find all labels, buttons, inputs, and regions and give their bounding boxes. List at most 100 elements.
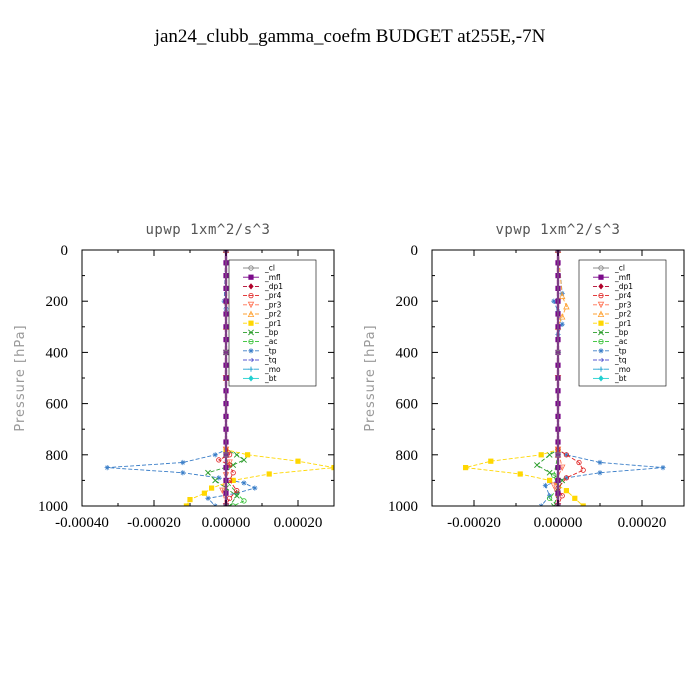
data-point-tp [563, 475, 569, 481]
y-tick-label: 800 [396, 448, 419, 464]
legend-label: _cl [264, 264, 275, 273]
data-point-bp [241, 457, 247, 463]
data-point-pr4 [226, 495, 233, 501]
data-point-pr3 [550, 482, 558, 490]
data-point-pr1 [209, 485, 215, 491]
data-point-pr1 [183, 503, 189, 506]
data-point-tp [559, 321, 565, 327]
legend-marker [247, 310, 255, 318]
legend-label: _pr3 [614, 300, 632, 309]
data-point-pr1 [187, 497, 193, 503]
legend-label: _pr4 [264, 291, 282, 300]
data-point-pr3 [226, 459, 233, 466]
panel-upwp: upwp 1xm^2/s^3 Pressure [hPa] 0 200 400 600 80… [13, 222, 335, 531]
legend: _cl_mfl_dp1_pr4_pr3_pr2_pr1_bp_ac_tp_tq_… [578, 259, 667, 387]
series-group [463, 250, 666, 506]
panel-vpwp: vpwp 1xm^2/s^3 Pressure [hPa] 0 200 400 600 80… [363, 222, 685, 531]
y-tick-label: 0 [411, 243, 419, 259]
legend-marker [248, 366, 254, 372]
y-tick-label: 600 [46, 397, 69, 413]
y-tick-label: 1000 [388, 499, 418, 515]
legend-label: _pr4 [614, 291, 632, 300]
legend-label: _pr1 [614, 319, 632, 328]
legend-label: _tp [264, 346, 277, 355]
data-point-tp [551, 298, 557, 304]
data-point-tp [104, 465, 110, 471]
legend-marker [247, 301, 255, 309]
data-point-bp [212, 477, 219, 484]
series-line-pr3 [553, 250, 563, 506]
legend-marker [248, 348, 254, 354]
data-point-tp [542, 482, 548, 489]
data-point-pr2 [558, 313, 566, 320]
data-point-pr1 [230, 477, 236, 483]
data-point-tp [216, 475, 222, 481]
data-point-pr2 [563, 302, 570, 310]
legend-marker [598, 283, 604, 290]
data-point-pr1 [572, 495, 578, 501]
data-point-tp [205, 495, 211, 501]
x-tick-label: -0.00020 [127, 515, 181, 531]
legend-label: _bp [614, 328, 629, 337]
data-point-pr4 [216, 457, 222, 463]
data-point-pr4 [580, 467, 586, 473]
data-point-ac [546, 495, 553, 501]
y-tick-label: 0 [61, 243, 69, 259]
data-point-pr4 [230, 470, 236, 476]
legend: _cl_mfl_dp1_pr4_pr3_pr2_pr1_bp_ac_tp_tq_… [228, 259, 317, 387]
y-tick-label: 200 [46, 294, 69, 310]
legend-label: _dp1 [614, 282, 633, 291]
y-axis-label: Pressure [hPa] [13, 324, 28, 431]
legend-label: _mo [614, 365, 631, 374]
data-point-tp [563, 452, 569, 458]
data-point-cl [555, 349, 561, 356]
data-point-pr2 [558, 292, 566, 300]
legend-label: _tp [614, 346, 627, 355]
legend-marker [598, 329, 604, 336]
data-point-pr1 [488, 458, 494, 464]
x-tick-label: 0.00000 [202, 515, 251, 531]
legend-label: _dp1 [264, 282, 283, 291]
x-tick-label: 0.00020 [274, 515, 323, 531]
legend-marker [598, 274, 604, 280]
data-point-pr1 [201, 490, 207, 496]
data-point-pr1 [463, 465, 469, 471]
legend-marker [248, 292, 254, 299]
legend-marker [248, 283, 254, 290]
data-point-cl [555, 452, 561, 458]
data-point-pr1 [245, 452, 251, 458]
legend-label: _bt [264, 374, 277, 383]
data-point-pr4 [563, 452, 570, 458]
y-axis-label: Pressure [hPa] [363, 324, 378, 431]
legend-marker [248, 274, 254, 280]
legend-marker [248, 320, 254, 326]
data-point-ac [230, 503, 236, 506]
data-point-tp [180, 470, 186, 476]
data-point-pr3 [558, 464, 566, 472]
data-point-pr4 [563, 475, 570, 481]
legend-marker [597, 301, 605, 309]
legend-label: _ac [614, 337, 627, 346]
legend-marker [598, 320, 604, 326]
x-tick-label: 0.00020 [618, 515, 667, 531]
legend-label: _bp [264, 328, 279, 337]
y-tick-label: 1000 [38, 499, 68, 515]
data-point-pr1 [580, 503, 586, 506]
legend-marker [248, 375, 254, 382]
legend-marker [598, 366, 604, 372]
legend-marker [598, 265, 604, 271]
data-point-cl [223, 452, 229, 458]
legend-label: _tq [264, 356, 277, 365]
y-tick-label: 600 [396, 397, 419, 413]
y-tick-label: 800 [46, 448, 69, 464]
data-point-cl [223, 349, 229, 356]
legend-marker [598, 357, 605, 363]
legend-label: _pr1 [264, 319, 282, 328]
data-point-bp [205, 469, 211, 476]
legend-label: _mfl [264, 273, 281, 282]
y-tick-label: 400 [46, 345, 69, 361]
data-point-pr1 [563, 488, 569, 494]
legend-label: _cl [614, 264, 625, 273]
data-point-bp [534, 462, 540, 468]
